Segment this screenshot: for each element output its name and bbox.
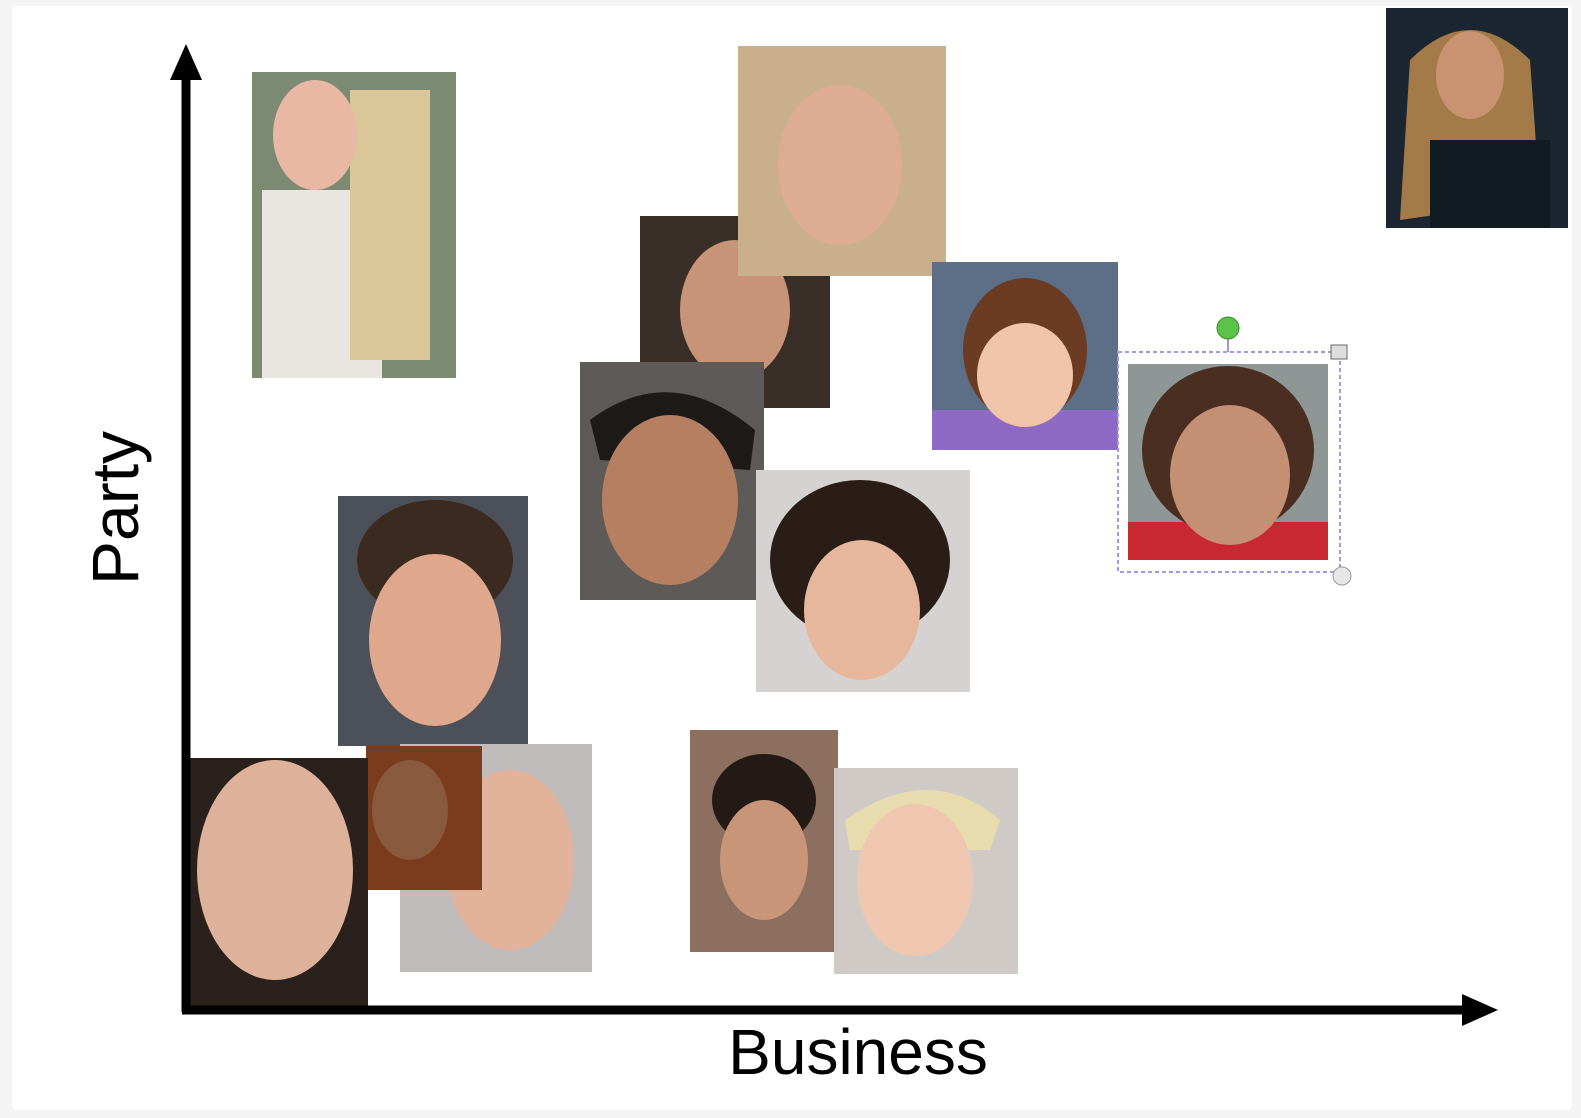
photo-face [804,540,920,680]
photo [738,46,946,276]
selection-box [1117,351,1341,573]
photo [834,768,1018,974]
y-axis-label: Party [78,431,152,585]
photo-dress [1430,140,1550,228]
photo-face [1170,405,1290,545]
photo-face [1436,31,1504,119]
photos [182,8,1568,1010]
resize-handle[interactable] [1332,566,1352,586]
y-axis-arrow [170,44,202,80]
photo [1386,8,1568,228]
photo-face [197,760,353,980]
axes: Party Business [78,44,1498,1088]
photo-face [372,760,448,860]
photo-face [273,80,357,190]
photo-face [720,800,808,920]
x-axis-arrow [1462,994,1498,1026]
photo-face [369,554,501,726]
photo [932,262,1118,450]
photo [1128,364,1328,560]
photo [690,730,838,952]
photo [580,362,764,600]
photo-face [778,85,902,245]
photo-face [602,415,738,585]
selection [1117,316,1352,586]
photo-face [857,804,973,956]
photo [182,758,368,1010]
photo [756,470,970,692]
menu-handle[interactable] [1330,344,1348,360]
x-axis-label: Business [728,1016,988,1088]
photo [252,72,456,378]
photo-face [977,323,1073,427]
photo [338,496,528,746]
photo-hair [350,90,430,360]
rotate-handle[interactable] [1216,316,1240,340]
photo [400,744,592,972]
photo [366,746,482,890]
